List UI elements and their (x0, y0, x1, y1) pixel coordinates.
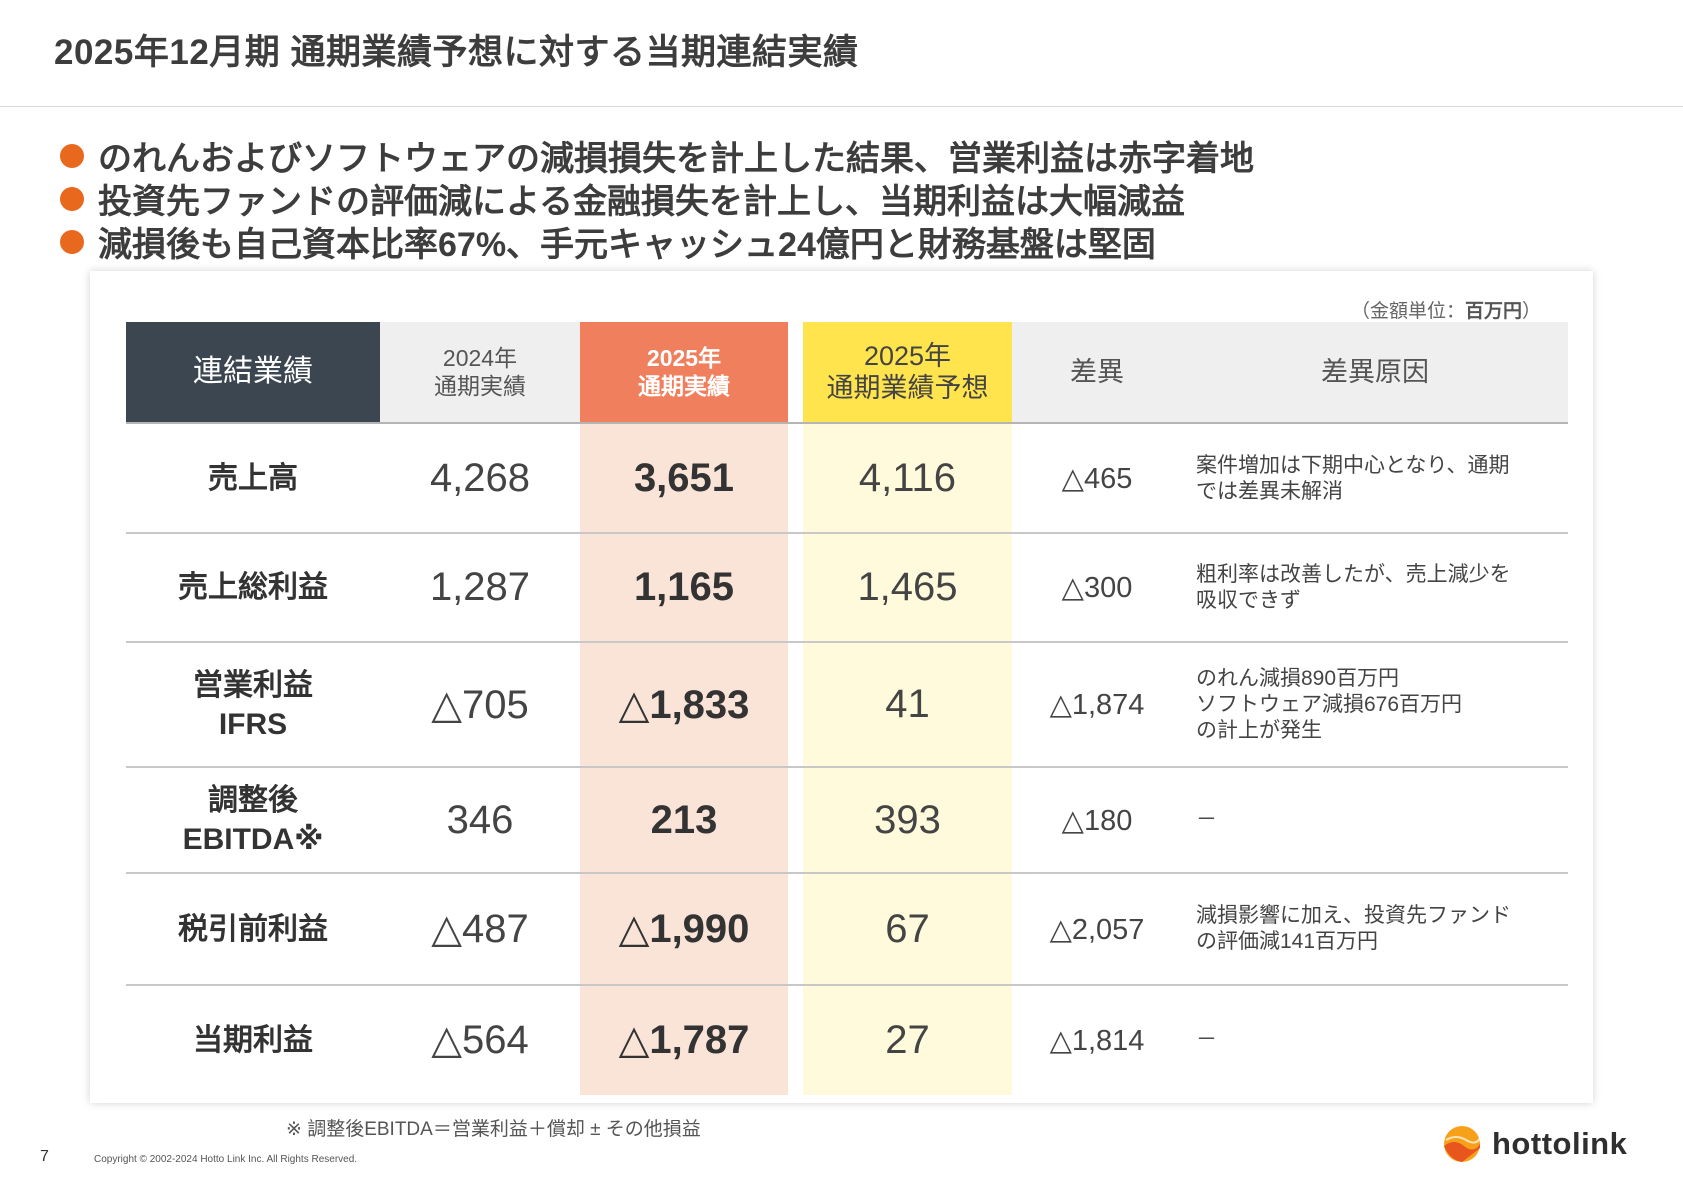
header-reason: 差異原因 (1182, 322, 1568, 422)
page-number: 7 (40, 1148, 49, 1165)
difference-reason: 減損影響に加え、投資先ファンド の評価減141百万円 (1196, 904, 1511, 953)
row-divider (126, 641, 1568, 643)
row-divider (126, 984, 1568, 986)
header-label: 連結業績 (126, 322, 380, 422)
bullet-text: 減損後も自己資本比率67%、手元キャッシュ24億円と財務基盤は堅固 (98, 226, 1156, 264)
difference-value: △2,057 (1049, 913, 1145, 946)
difference-value: △1,874 (1049, 689, 1145, 721)
header-divider (126, 422, 1568, 424)
bullet-dot-icon (60, 143, 84, 168)
bullet-dot-icon (60, 229, 84, 254)
actual-value: 213 (650, 797, 718, 842)
row-label: 税引前利益 (178, 912, 328, 946)
prev-year-value: △705 (431, 682, 529, 727)
row-label: 売上高 (208, 462, 298, 495)
forecast-value: 4,116 (858, 456, 957, 500)
bullet-dot-icon (60, 186, 84, 211)
company-logo: hottolink (1442, 1124, 1627, 1164)
page-title: 2025年12月期 通期業績予想に対する当期連結実績 (54, 33, 859, 72)
difference-reason: のれん減損890百万円 ソフトウェア減損676百万円 の計上が発生 (1196, 666, 1463, 742)
actual-value: 3,651 (633, 456, 735, 500)
forecast-value: 67 (885, 906, 930, 951)
prev-year-value: △564 (431, 1018, 529, 1062)
difference-value: △180 (1061, 804, 1133, 837)
bullet-text: 投資先ファンドの評価減による金融損失を計上し、当期利益は大幅減益 (98, 183, 1185, 221)
row-label: 調整後 EBITDA※ (182, 784, 324, 856)
actual-value: 1,165 (633, 565, 735, 609)
prev-year-value: 346 (446, 797, 514, 842)
difference-reason: － (1196, 808, 1217, 831)
difference-value: △300 (1061, 572, 1133, 604)
actual-value: △1,787 (618, 1018, 750, 1062)
difference-value: △1,814 (1049, 1024, 1145, 1057)
actual-value: △1,833 (618, 682, 750, 727)
prev-year-value: 1,287 (429, 565, 531, 609)
bullet-item: のれんおよびソフトウェアの減損損失を計上した結果、営業利益は赤字着地 (60, 134, 1254, 178)
forecast-value: 1,465 (857, 565, 958, 609)
row-divider (126, 766, 1568, 768)
row-label: 当期利益 (193, 1023, 313, 1057)
actual-column-bg (580, 422, 788, 1095)
header-prev: 2024年 通期実績 (380, 322, 580, 422)
header-forecast: 2025年 通期業績予想 (803, 322, 1012, 422)
forecast-value: 393 (874, 797, 941, 842)
hottolink-logo-icon (1444, 1126, 1481, 1162)
bullet-text: のれんおよびソフトウェアの減損損失を計上した結果、営業利益は赤字着地 (98, 140, 1254, 178)
row-label: 売上総利益 (178, 571, 328, 604)
difference-reason: 粗利率は改善したが、売上減少を 吸収できず (1196, 562, 1511, 612)
header-actual: 2025年 通期実績 (580, 322, 788, 422)
difference-reason: 案件増加は下期中心となり、通期 では差異未解消 (1196, 453, 1510, 503)
forecast-column-bg (803, 422, 1012, 1095)
forecast-value: 27 (885, 1017, 930, 1062)
row-label: 営業利益 IFRS (193, 668, 313, 741)
prev-year-value: △487 (431, 907, 529, 951)
header-diff: 差異 (1012, 322, 1182, 422)
bullet-item: 減損後も自己資本比率67%、手元キャッシュ24億円と財務基盤は堅固 (60, 220, 1254, 264)
forecast-value: 41 (885, 682, 930, 726)
copyright: Copyright © 2002-2024 Hotto Link Inc. Al… (94, 1154, 358, 1165)
footnote: ※ 調整後EBITDA＝営業利益＋償却 ± その他損益 (286, 1119, 701, 1140)
difference-reason: － (1196, 1028, 1217, 1051)
summary-bullets: のれんおよびソフトウェアの減損損失を計上した結果、営業利益は赤字着地 投資先ファ… (60, 134, 1254, 264)
actual-value: △1,990 (618, 907, 750, 951)
logo-text: hottolink (1492, 1126, 1628, 1161)
row-divider (126, 872, 1568, 874)
title-divider (0, 106, 1683, 107)
bullet-item: 投資先ファンドの評価減による金融損失を計上し、当期利益は大幅減益 (60, 177, 1254, 221)
prev-year-value: 4,268 (429, 456, 531, 500)
row-divider (126, 532, 1568, 534)
difference-value: △465 (1061, 463, 1133, 495)
unit-note: （金額単位：百万円） (1350, 301, 1541, 322)
